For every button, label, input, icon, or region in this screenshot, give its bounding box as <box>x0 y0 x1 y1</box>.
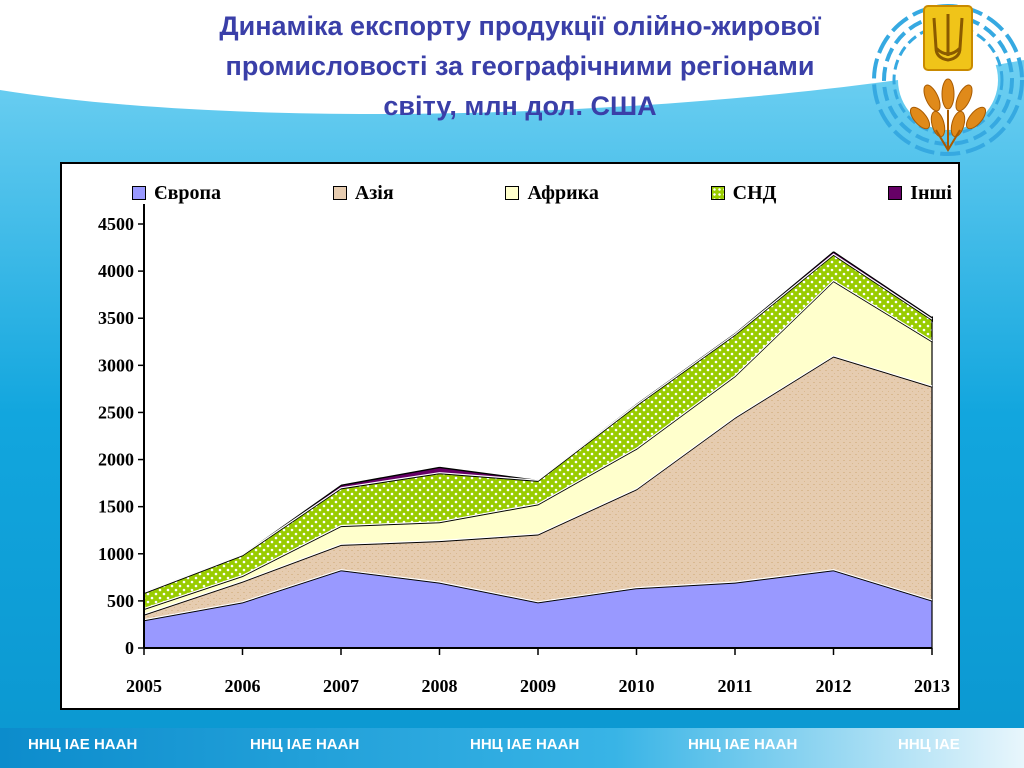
title-line-3: світу, млн дол. США <box>383 91 657 121</box>
x-tick-label: 2005 <box>126 676 162 696</box>
footer-label: ННЦ ІАЕ НААН <box>28 736 138 753</box>
y-tick-label: 3000 <box>98 355 134 375</box>
y-tick-label: 1000 <box>98 544 134 564</box>
legend-label: СНД <box>732 181 777 204</box>
y-tick-label: 4500 <box>98 214 134 234</box>
x-tick-labels: 2005 2006 2007 2008 2009 2010 2011 2012 2013 <box>126 648 950 696</box>
legend-swatch-asia <box>332 186 347 200</box>
legend-item-europe: Європа <box>132 182 221 205</box>
x-tick-label: 2011 <box>717 676 752 696</box>
x-tick-label: 2007 <box>323 676 359 696</box>
legend-swatch-europe <box>132 186 146 200</box>
x-tick-label: 2006 <box>225 676 261 696</box>
x-tick-label: 2009 <box>520 676 556 696</box>
trident-icon <box>923 5 973 71</box>
footer-label: ННЦ ІАЕ <box>898 736 960 753</box>
x-tick-label: 2013 <box>914 676 950 696</box>
stacked-area-chart: 0 500 1000 1500 2000 2500 3000 3500 4000 4500 200… <box>98 204 950 696</box>
y-tick-label: 3500 <box>98 308 134 328</box>
chart-legend: Європа Азія Африка СНД Інші <box>132 178 952 208</box>
area-edge-africa <box>143 279 933 609</box>
x-tick-label: 2010 <box>619 676 655 696</box>
footer-label: ННЦ ІАЕ НААН <box>250 736 360 753</box>
y-tick-label: 2500 <box>98 402 134 422</box>
footer-label: ННЦ ІАЕ НААН <box>688 736 798 753</box>
area-edge-other <box>143 249 933 592</box>
title-line-2: промисловості за географічними регіонами <box>225 51 815 81</box>
y-tick-label: 2000 <box>98 450 134 470</box>
trident-wheat-emblem-icon <box>872 4 1024 156</box>
legend-label: Азія <box>354 181 394 204</box>
x-tick-label: 2008 <box>422 676 458 696</box>
area-edge-cis <box>143 253 933 593</box>
y-tick-label: 1500 <box>98 497 134 517</box>
legend-label: Європа <box>154 181 222 204</box>
legend-item-africa: Африка <box>505 181 599 205</box>
legend-item-cis: СНД <box>710 181 777 205</box>
title-line-1: Динаміка експорту продукції олійно-жиров… <box>219 11 821 41</box>
legend-swatch-other <box>888 186 903 200</box>
legend-item-asia: Азія <box>332 181 394 205</box>
legend-label: Африка <box>527 181 599 204</box>
footer-bar: ННЦ ІАЕ НААН ННЦ ІАЕ НААН ННЦ ІАЕ НААН ННЦ … <box>0 734 1024 758</box>
y-tick-labels: 0 500 1000 1500 2000 2500 3000 3500 4000 4500 <box>98 214 144 658</box>
legend-swatch-cis <box>710 186 725 200</box>
chart-frame: 0 500 1000 1500 2000 2500 3000 3500 4000 4500 200… <box>60 162 960 710</box>
y-tick-label: 500 <box>107 591 134 611</box>
area-edge-asia <box>143 355 933 615</box>
legend-label: Інші <box>910 181 952 204</box>
legend-item-other: Інші <box>888 182 952 205</box>
area-layers <box>143 249 933 649</box>
footer-label: ННЦ ІАЕ НААН <box>470 736 580 753</box>
x-tick-label: 2012 <box>816 676 852 696</box>
slide-title: Динаміка експорту продукції олійно-жиров… <box>120 6 920 126</box>
legend-swatch-africa <box>505 186 520 200</box>
y-tick-label: 4000 <box>98 261 134 281</box>
area-edge-europe <box>143 569 933 621</box>
y-tick-label: 0 <box>125 638 134 658</box>
wheat-icon <box>909 78 987 152</box>
